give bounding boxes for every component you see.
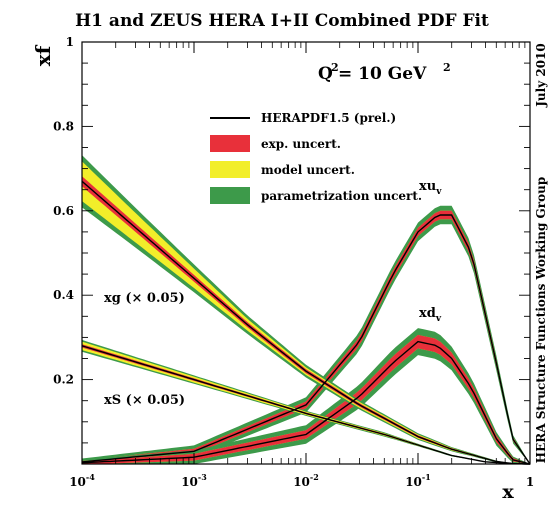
x-tick-label-0: 10-4: [69, 472, 95, 489]
y-tick-label-0: 0.2: [53, 373, 74, 387]
axis-ticks: 10-4 10-3 10-2 10-1 1 0.2 0.4 0.6 0.8 1: [53, 35, 534, 489]
legend-label-central: HERAPDF1.5 (prel.): [261, 111, 396, 125]
xg-central-line: [81, 180, 531, 465]
legend-label-model: model uncert.: [261, 163, 355, 177]
x-tick-label-1: 10-3: [181, 472, 207, 489]
y-axis-label: xf: [31, 44, 55, 66]
scale-label-q: Q: [318, 64, 333, 84]
xdv-central-line: [81, 340, 531, 465]
side-label-group: HERA Structure Functions Working Group: [534, 177, 548, 463]
scale-label-value: = 10 GeV: [338, 64, 427, 84]
annotation-xdv: xdv: [419, 306, 442, 324]
uncertainty-bands: [82, 155, 530, 464]
legend-swatch-exp: [210, 135, 250, 152]
scale-label-value-exp: 2: [443, 61, 451, 74]
x-tick-label-4: 1: [526, 475, 534, 489]
chart-title: H1 and ZEUS HERA I+II Combined PDF Fit: [75, 11, 489, 31]
annotation-xuv: xuv: [419, 179, 442, 197]
xg-model-band: [82, 161, 530, 464]
legend-label-param: parametrization uncert.: [261, 189, 422, 203]
xdv-exp-band: [82, 334, 530, 464]
y-tick-label-4: 1: [66, 35, 74, 49]
x-tick-label-3: 10-1: [405, 472, 431, 489]
xg-exp-band: [82, 176, 530, 464]
y-tick-label-1: 0.4: [53, 288, 74, 302]
xuv-central-line: [81, 214, 531, 465]
xS-central-line: [81, 345, 531, 465]
scale-label: Q 2 = 10 GeV 2: [318, 61, 451, 84]
y-tick-label-2: 0.6: [53, 204, 74, 218]
annotation-xs: xS (× 0.05): [104, 393, 185, 408]
legend-swatch-model: [210, 161, 250, 178]
scale-label-q-exp: 2: [331, 61, 339, 74]
annotation-xg: xg (× 0.05): [104, 291, 185, 306]
x-tick-label-2: 10-2: [293, 472, 319, 489]
legend-swatch-param: [210, 187, 250, 204]
legend-label-exp: exp. uncert.: [261, 137, 341, 151]
x-axis-label: x: [502, 481, 514, 503]
curve-annotations: xuv xdv xg (× 0.05) xS (× 0.05): [104, 179, 442, 408]
side-label-date: July 2010: [534, 43, 548, 108]
legend: HERAPDF1.5 (prel.) exp. uncert. model un…: [210, 111, 422, 204]
central-curves: [81, 180, 531, 465]
y-tick-label-3: 0.8: [53, 119, 74, 133]
